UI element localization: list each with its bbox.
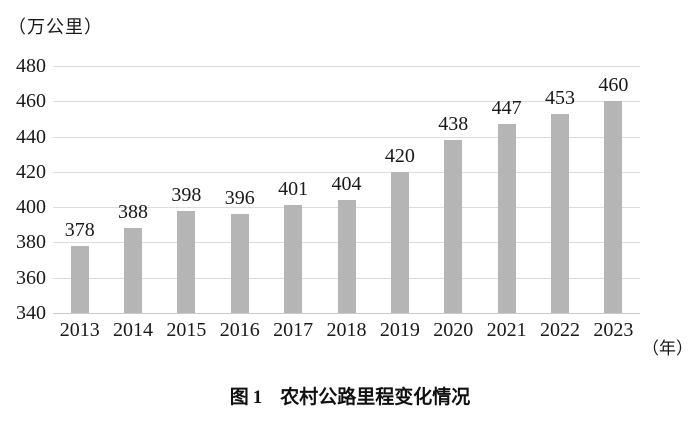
y-tick-label: 340: [16, 302, 46, 324]
figure-caption: 图 1 农村公路里程变化情况: [0, 382, 700, 409]
x-tick-label: 2021: [486, 319, 527, 341]
figure-caption-text: 农村公路里程变化情况: [280, 387, 471, 408]
y-tick-label: 420: [16, 160, 46, 183]
bar-value-label: 447: [491, 97, 522, 120]
y-axis-unit-label: （万公里）: [8, 17, 103, 37]
figure-caption-prefix: 图: [229, 387, 249, 408]
x-tick-label: 2015: [166, 319, 207, 341]
bar-value-label: 453: [544, 86, 575, 109]
gridline: [53, 171, 640, 173]
bar-2014: [124, 228, 143, 313]
bar-2018: [337, 200, 356, 313]
bar-value-label: 460: [598, 74, 629, 97]
x-axis-baseline: [53, 313, 640, 314]
bar-chart-plot-area: 340 360 380 400 420 440 460 480 378 2013 388 2014 39…: [16, 56, 640, 341]
y-tick-label: 360: [16, 266, 46, 289]
y-tick-label: 480: [16, 55, 46, 77]
bar-value-label: 378: [64, 218, 95, 241]
x-tick-label: 2019: [379, 319, 420, 341]
bar-2013: [70, 245, 89, 313]
y-tick-label: 460: [16, 90, 46, 113]
bar-value-label: 438: [438, 113, 469, 136]
x-tick-label: 2018: [326, 319, 367, 341]
bar-2015: [177, 210, 196, 313]
bar-value-label: 404: [331, 173, 362, 196]
x-tick-label: 2022: [539, 319, 580, 341]
y-tick-label: 440: [16, 125, 46, 148]
x-tick-label: 2016: [219, 319, 260, 341]
y-tick-label: 380: [16, 231, 46, 254]
x-tick-label: 2014: [113, 319, 154, 341]
gridline: [53, 66, 640, 67]
bar-value-label: 388: [118, 201, 149, 224]
x-tick-label: 2017: [273, 319, 314, 341]
bar-value-label: 420: [384, 144, 415, 167]
gridline: [53, 136, 640, 138]
figure-caption-number: 1: [252, 387, 263, 408]
x-tick-label: 2013: [59, 319, 100, 341]
bar-2017: [284, 205, 303, 313]
bar-2019: [390, 171, 409, 313]
bar-2023: [604, 101, 623, 313]
bar-value-label: 396: [224, 187, 255, 210]
bar-2022: [550, 113, 569, 313]
x-tick-label: 2020: [433, 319, 474, 341]
x-tick-label: 2023: [593, 319, 634, 341]
x-axis-unit-label: （年）: [642, 339, 693, 358]
y-tick-label: 400: [16, 196, 46, 219]
bar-value-label: 401: [278, 178, 309, 201]
bar-2016: [230, 214, 249, 313]
bar-2021: [497, 124, 516, 313]
gridline: [53, 101, 640, 103]
bar-value-label: 398: [171, 183, 202, 206]
bar-2020: [444, 140, 463, 313]
